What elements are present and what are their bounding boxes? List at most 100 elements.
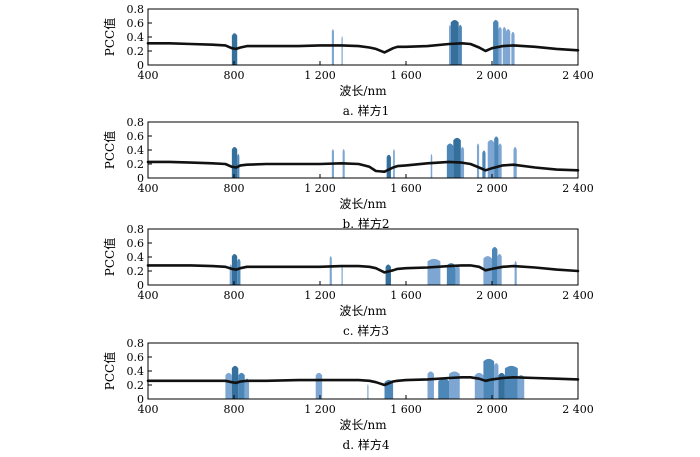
x-axis-label-3: 波长/nm <box>339 304 387 318</box>
band-2-14 <box>494 136 499 178</box>
y-tick-label-4-3: 0.4 <box>127 365 145 378</box>
x-axis-label-4: 波长/nm <box>339 418 387 432</box>
x-tick-label-1-4: 1 600 <box>390 69 422 82</box>
band-2-7 <box>430 154 433 178</box>
band-2-12 <box>482 150 486 178</box>
y-axis-label-3: PCC值 <box>102 238 117 276</box>
band-3-5 <box>341 264 343 285</box>
pcc-curve-2 <box>146 160 580 173</box>
x-tick-label-3-4: 1 600 <box>390 289 422 302</box>
x-tick-label-4-1: 400 <box>138 403 159 416</box>
x-tick-label-4-6: 2 400 <box>562 403 594 416</box>
pcc-curve-3 <box>146 264 580 274</box>
x-tick-label-1-6: 2 400 <box>562 69 594 82</box>
band-4-3 <box>238 372 245 399</box>
panel-caption-1: a. 样方1 <box>343 103 389 118</box>
band-2-11 <box>476 143 480 178</box>
x-tick-label-3-1: 400 <box>138 289 159 302</box>
band-4-6 <box>367 384 369 399</box>
panel-caption-4: d. 样方4 <box>343 437 390 452</box>
x-tick-label-1-5: 2 000 <box>476 69 508 82</box>
band-2-9 <box>453 137 461 178</box>
x-tick-label-1-3: 1 200 <box>304 69 336 82</box>
band-2-6 <box>393 149 395 178</box>
panel-caption-3: c. 样方3 <box>343 323 389 338</box>
band-2-13 <box>487 140 495 178</box>
y-tick-label-2-3: 0.4 <box>127 144 145 157</box>
x-axis-label-2: 波长/nm <box>339 197 387 211</box>
x-tick-label-2-2: 800 <box>224 182 245 195</box>
y-tick-label-4-2: 0.2 <box>127 379 145 392</box>
x-tick-label-2-6: 2 400 <box>562 182 594 195</box>
y-tick-label-3-2: 0.2 <box>127 265 145 278</box>
y-tick-label-3-4: 0.6 <box>127 237 145 250</box>
x-tick-label-2-5: 2 000 <box>476 182 508 195</box>
band-3-6 <box>385 264 391 285</box>
band-4-10 <box>449 371 460 399</box>
y-tick-label-4-4: 0.6 <box>127 351 145 364</box>
band-3-7 <box>427 258 441 285</box>
band-1-2 <box>331 29 334 66</box>
chart-panel-2: 00.20.40.60.8 400 800 1 200 1 600 2 000 2 400 P… <box>102 116 594 231</box>
x-tick-label-2-4: 1 600 <box>390 182 422 195</box>
x-tick-label-1-1: 400 <box>138 69 159 82</box>
y-tick-label-2-5: 0.8 <box>127 116 145 129</box>
band-2-1 <box>231 147 238 178</box>
y-tick-label-2-4: 0.6 <box>127 130 145 143</box>
x-tick-label-4-5: 2 000 <box>476 403 508 416</box>
band-3-13 <box>514 261 517 285</box>
x-tick-label-3-5: 2 000 <box>476 289 508 302</box>
band-2-15 <box>498 143 502 178</box>
y-tick-label-1-1: 0 <box>137 59 144 72</box>
pcc-curve-4 <box>146 376 580 387</box>
y-tick-label-1-4: 0.6 <box>127 17 145 30</box>
x-tick-label-3-6: 2 400 <box>562 289 594 302</box>
band-3-4 <box>329 256 332 285</box>
band-1-3 <box>341 36 343 65</box>
band-4-1 <box>225 372 232 399</box>
band-4-8 <box>427 371 434 399</box>
band-3-11 <box>492 247 498 285</box>
band-1-7 <box>493 20 499 65</box>
y-tick-label-4-1: 0 <box>137 393 144 406</box>
x-tick-label-4-4: 1 600 <box>390 403 422 416</box>
band-4-13 <box>494 363 499 399</box>
pcc-curve-1 <box>146 42 580 54</box>
y-tick-label-2-2: 0.2 <box>127 158 145 171</box>
y-axis-label-4: PCC值 <box>102 352 117 390</box>
y-tick-label-4-5: 0.8 <box>127 337 145 350</box>
chart-panel-3: 00.20.40.60.8 400 800 1 200 1 600 2 000 2 400 P… <box>102 223 594 338</box>
x-tick-label-3-3: 1 200 <box>304 289 336 302</box>
x-tick-label-4-3: 1 200 <box>304 403 336 416</box>
y-axis-label-1: PCC值 <box>102 18 117 56</box>
band-4-5 <box>315 372 323 399</box>
band-2-16 <box>513 147 517 178</box>
band-4-15 <box>504 365 518 399</box>
band-4-11 <box>474 372 484 399</box>
y-tick-label-1-3: 0.4 <box>127 31 145 44</box>
plot-frame-3 <box>147 228 579 286</box>
band-3-12 <box>497 254 502 285</box>
x-tick-label-2-1: 400 <box>138 182 159 195</box>
band-1-11 <box>511 31 515 65</box>
panel-caption-2: b. 样方2 <box>343 216 390 231</box>
x-tick-label-3-2: 800 <box>224 289 245 302</box>
y-axis-label-2: PCC值 <box>102 131 117 169</box>
band-4-9 <box>438 378 449 399</box>
chart-panel-1: 00.20.40.60.8 400 800 1 200 1 600 2 000 2 400 P… <box>102 3 594 118</box>
band-3-8 <box>446 263 456 285</box>
y-tick-label-3-3: 0.4 <box>127 251 145 264</box>
y-tick-label-3-5: 0.8 <box>127 223 145 236</box>
band-4-4 <box>244 378 250 399</box>
band-3-9 <box>455 265 460 285</box>
y-tick-label-2-1: 0 <box>137 172 144 185</box>
y-tick-label-1-2: 0.2 <box>127 45 145 58</box>
band-1-6 <box>458 24 462 65</box>
x-axis-label-1: 波长/nm <box>339 84 387 98</box>
band-4-16 <box>517 375 525 399</box>
x-tick-label-4-2: 800 <box>224 403 245 416</box>
y-tick-label-3-1: 0 <box>137 279 144 292</box>
x-tick-label-2-3: 1 200 <box>304 182 336 195</box>
x-tick-label-1-2: 800 <box>224 69 245 82</box>
